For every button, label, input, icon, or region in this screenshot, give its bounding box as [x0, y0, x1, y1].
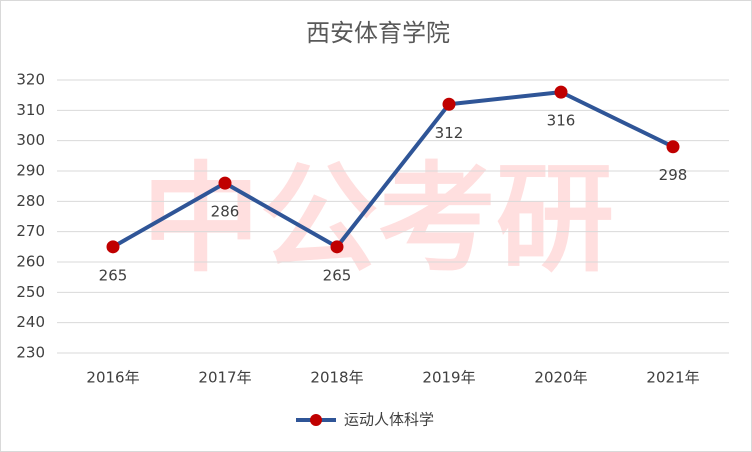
y-tick-label: 230 [16, 344, 45, 362]
data-label: 316 [547, 112, 576, 130]
y-tick-label: 310 [16, 101, 45, 119]
y-tick-label: 270 [16, 222, 45, 240]
data-label: 298 [659, 166, 688, 184]
marker [442, 97, 456, 111]
data-label: 286 [211, 203, 240, 221]
y-tick-label: 280 [16, 192, 45, 210]
data-label: 265 [323, 266, 352, 284]
x-tick-label: 2018年 [310, 369, 363, 387]
y-tick-label: 300 [16, 131, 45, 149]
y-tick-label: 240 [16, 313, 45, 331]
x-tick-label: 2020年 [534, 369, 587, 387]
watermark: 中公考研 [142, 150, 614, 288]
series-line [112, 90, 674, 249]
x-tick-label: 2021年 [646, 369, 699, 387]
data-label: 265 [99, 266, 128, 284]
legend-marker [310, 414, 322, 426]
y-tick-label: 260 [16, 253, 45, 271]
marker [218, 176, 232, 190]
y-tick-label: 290 [16, 162, 45, 180]
marker [554, 85, 568, 99]
y-tick-label: 320 [16, 71, 45, 89]
y-tick-label: 250 [16, 283, 45, 301]
chart-title: 西安体育学院 [306, 19, 450, 47]
marker [666, 140, 680, 154]
data-label: 312 [435, 124, 464, 142]
x-tick-label: 2017年 [198, 369, 251, 387]
x-tick-label: 2016年 [86, 369, 139, 387]
legend-label: 运动人体科学 [344, 411, 434, 429]
marker [330, 240, 344, 254]
x-tick-label: 2019年 [422, 369, 475, 387]
marker [106, 240, 120, 254]
